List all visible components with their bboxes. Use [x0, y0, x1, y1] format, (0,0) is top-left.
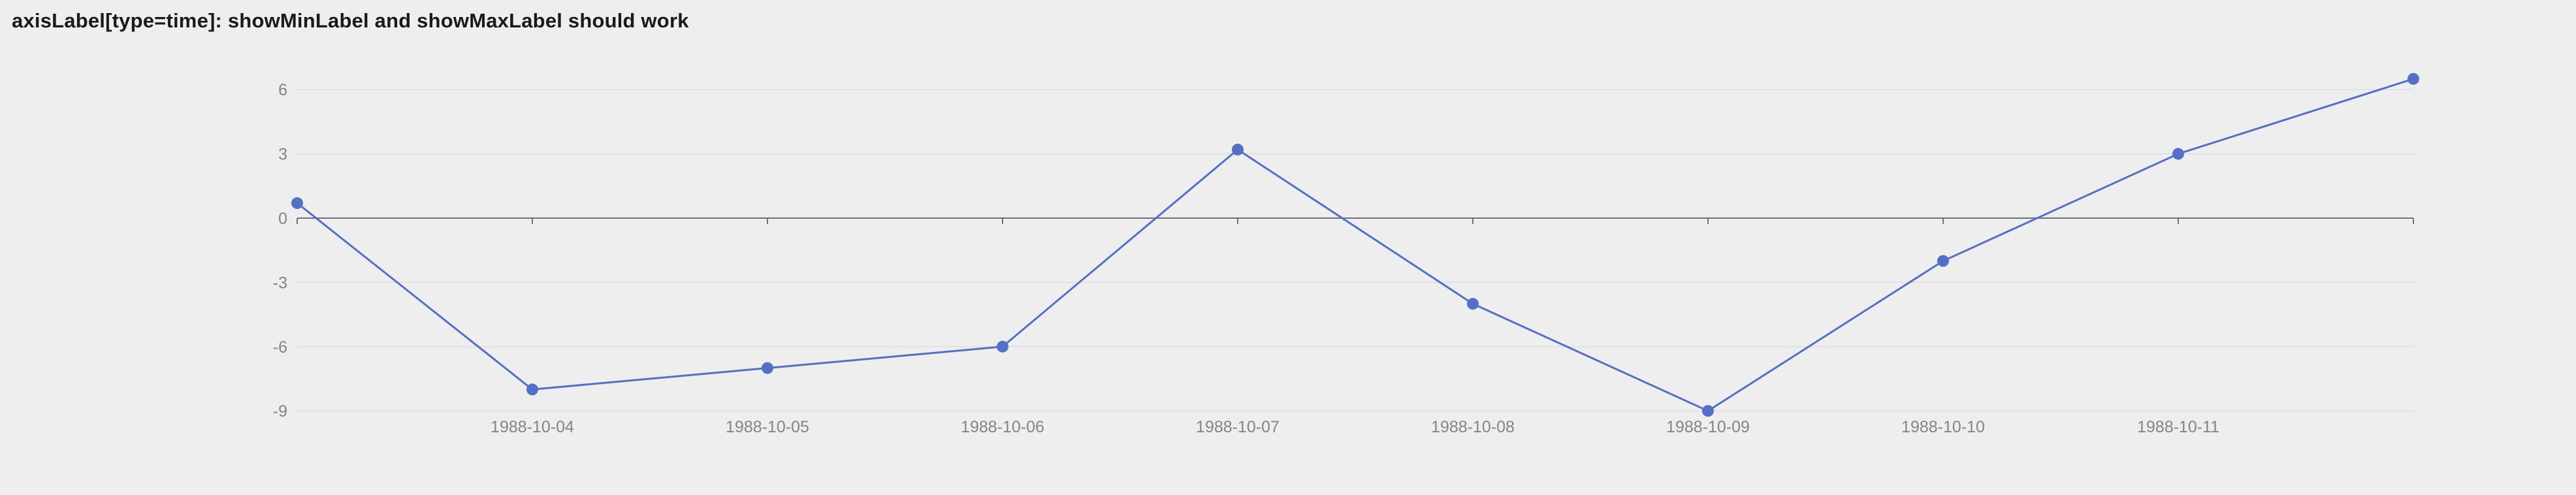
- y-axis-label: 3: [278, 146, 287, 164]
- x-axis-label: 1988-10-10: [1901, 418, 1985, 436]
- data-point[interactable]: [2407, 72, 2419, 85]
- x-axis-label: 1988-10-09: [1666, 418, 1750, 436]
- y-axis-label: -6: [273, 338, 287, 357]
- y-axis-label: 6: [278, 81, 287, 99]
- x-axis-label: 1988-10-11: [2137, 418, 2219, 436]
- data-point[interactable]: [1467, 298, 1479, 310]
- data-point[interactable]: [762, 362, 773, 374]
- series-line: [296, 78, 2415, 412]
- data-point[interactable]: [291, 197, 303, 210]
- data-point[interactable]: [997, 340, 1008, 353]
- x-axis-label: 1988-10-08: [1431, 418, 1515, 436]
- data-point[interactable]: [1702, 405, 1714, 417]
- data-point[interactable]: [2172, 148, 2184, 160]
- x-axis-label: 1988-10-04: [491, 418, 574, 436]
- x-axis-label: 1988-10-07: [1196, 418, 1280, 436]
- data-point[interactable]: [1232, 144, 1244, 156]
- data-point[interactable]: [1937, 255, 1949, 267]
- y-axis-label: -3: [273, 274, 287, 292]
- y-axis-label: -9: [273, 402, 287, 421]
- y-axis-label: 0: [278, 210, 287, 228]
- x-axis-label: 1988-10-06: [961, 418, 1044, 436]
- chart-title: axisLabel[type=time]: showMinLabel and s…: [12, 9, 689, 32]
- x-axis-label: 1988-10-05: [726, 418, 809, 436]
- data-point[interactable]: [526, 383, 538, 396]
